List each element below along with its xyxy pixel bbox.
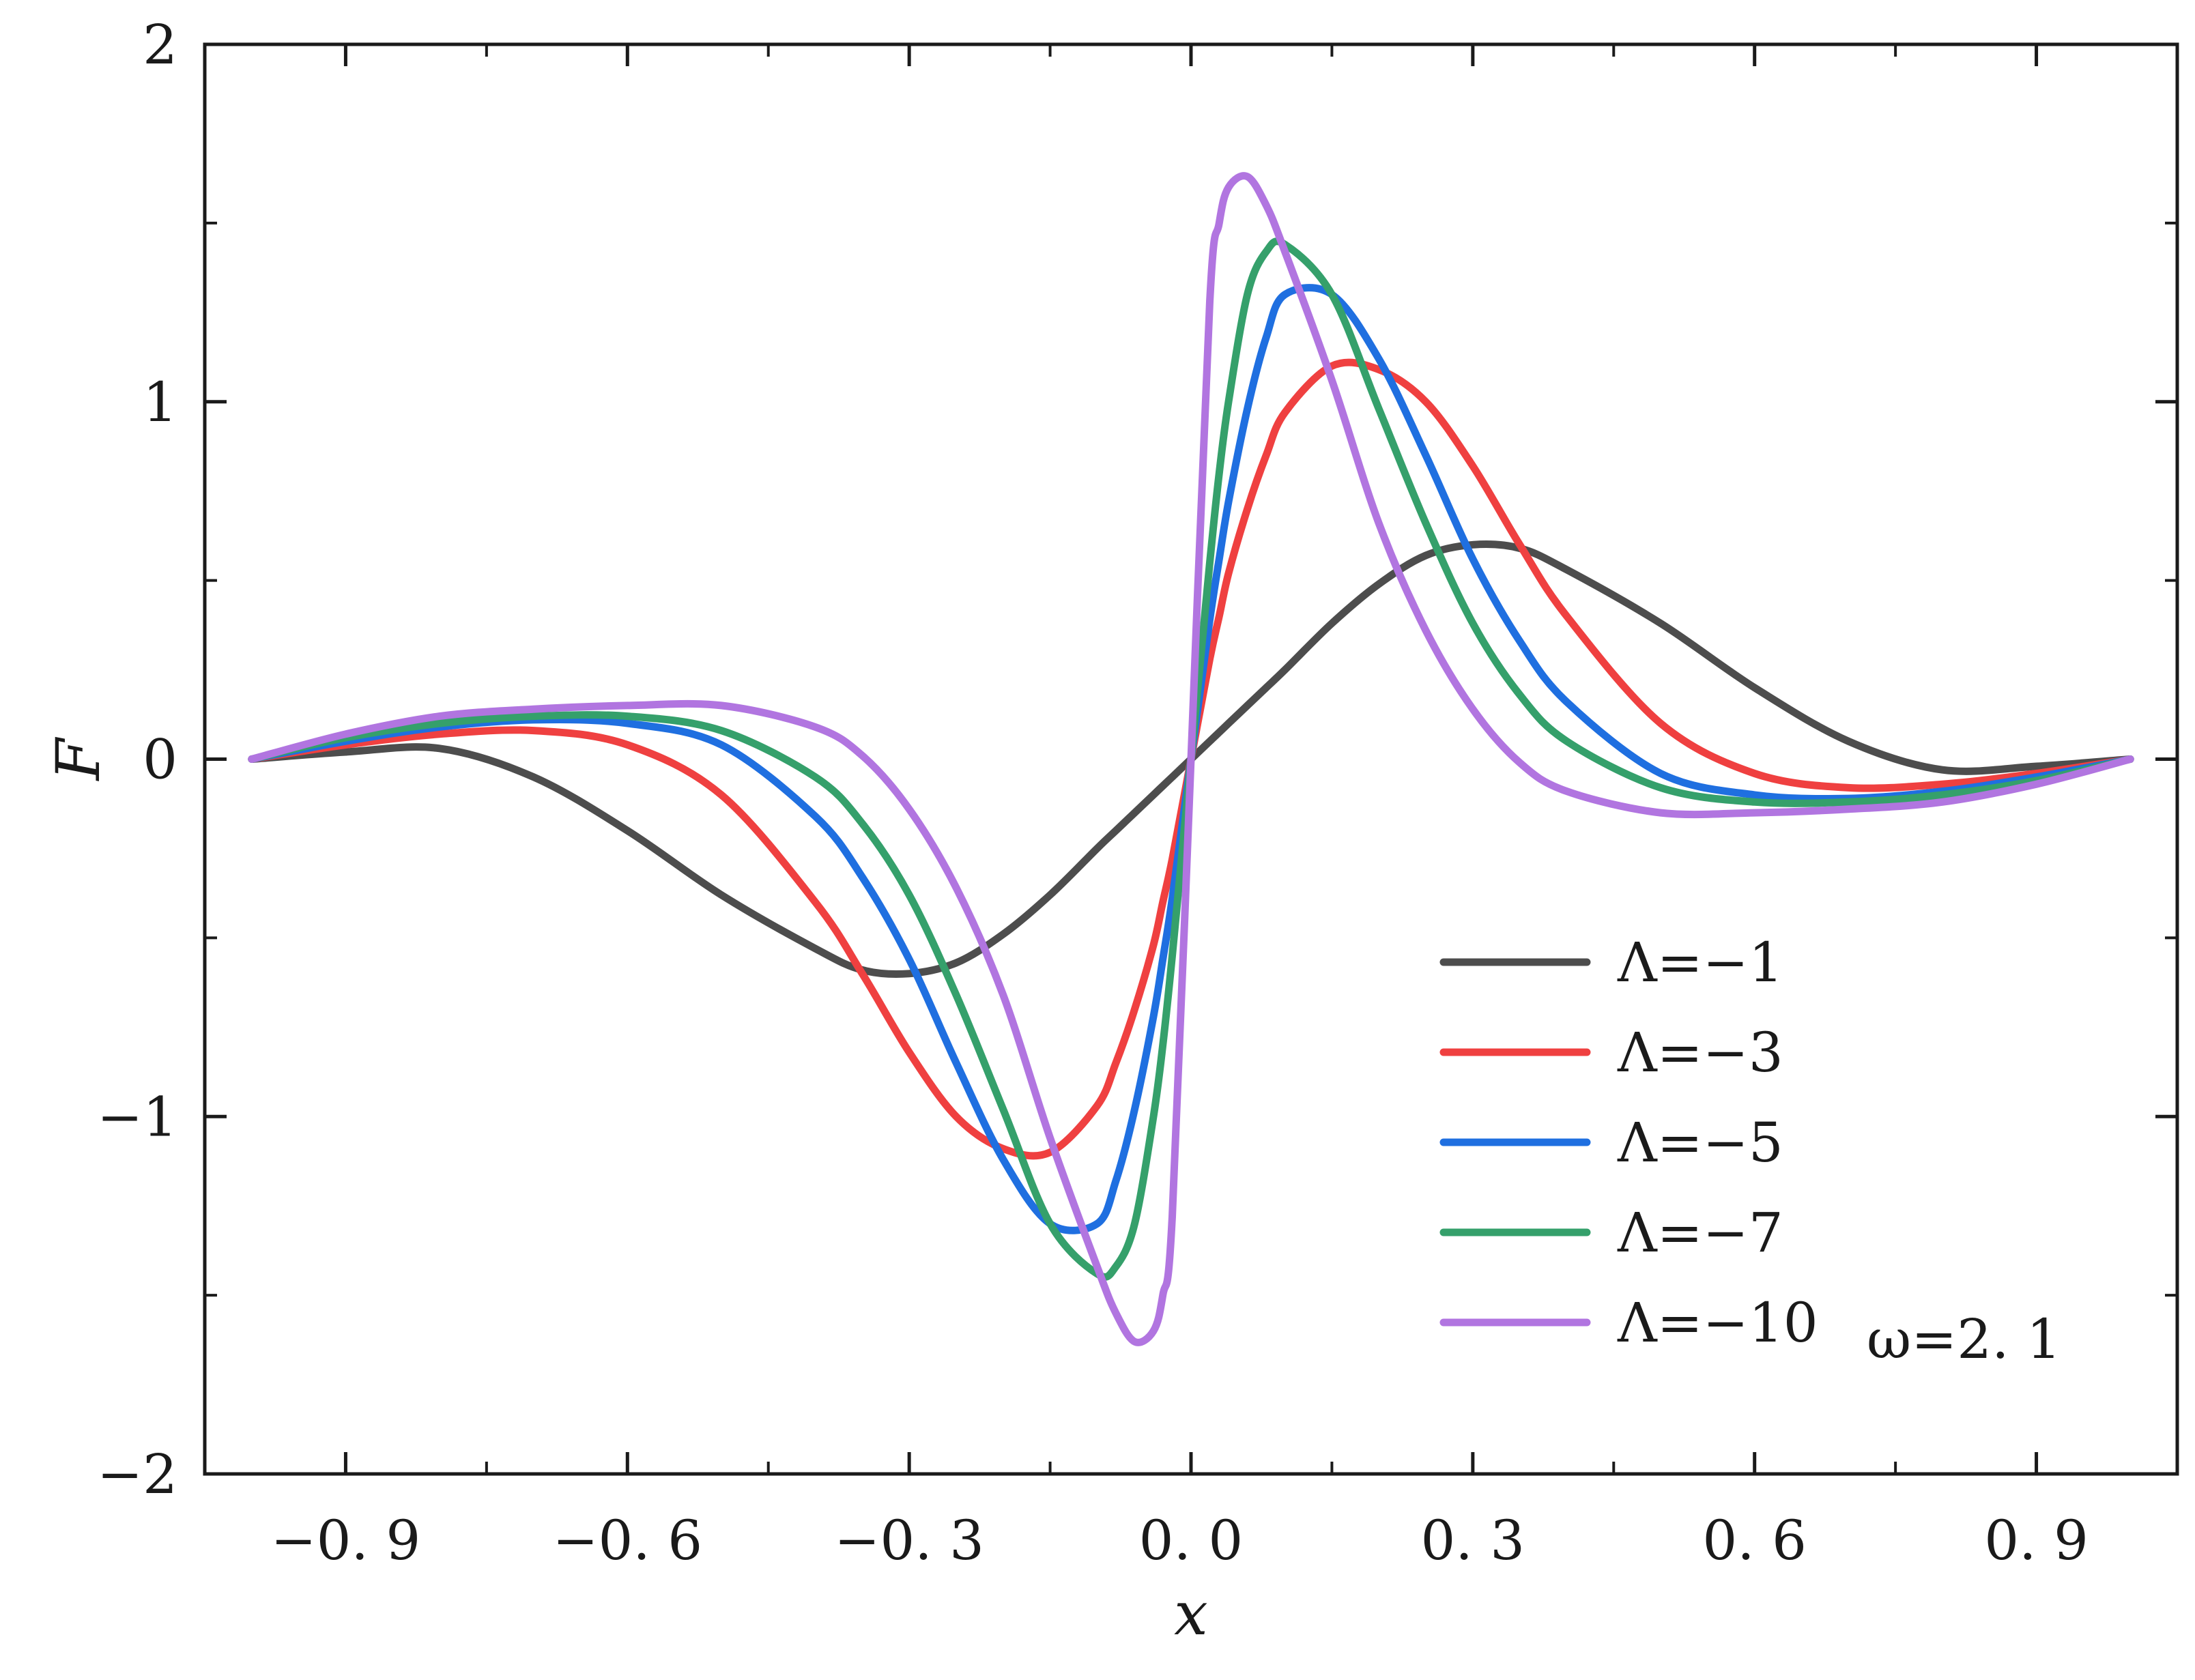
legend-label: Λ=−7 xyxy=(1617,1201,1783,1264)
series-layer xyxy=(248,172,2134,1346)
legend-label: Λ=−10 xyxy=(1617,1291,1818,1355)
x-axis-title: x xyxy=(1174,1578,1208,1649)
x-tick-label: −0. 3 xyxy=(834,1509,984,1572)
legend-label: Λ=−3 xyxy=(1617,1021,1783,1084)
y-tick-label: −1 xyxy=(97,1085,177,1148)
y-tick-label: 0 xyxy=(143,728,177,792)
x-tick-label: −0. 6 xyxy=(552,1509,702,1572)
x-tick-label: 0. 0 xyxy=(1139,1509,1244,1572)
x-tick-label: −0. 9 xyxy=(271,1509,421,1572)
y-tick-label: 1 xyxy=(143,371,177,434)
legend-label: Λ=−1 xyxy=(1617,931,1783,994)
series-line-5 xyxy=(248,172,2134,1346)
x-tick-label: 0. 9 xyxy=(1984,1509,2089,1572)
legend: Λ=−1 Λ=−3 Λ=−5 Λ=−7 Λ=−10 xyxy=(1439,931,1818,1355)
y-axis-title: F xyxy=(43,737,113,782)
annotation: ω=2. 1 xyxy=(1867,1307,2061,1371)
legend-label: Λ=−5 xyxy=(1617,1111,1783,1174)
y-tick-label: 2 xyxy=(143,13,177,76)
y-tick-label: −2 xyxy=(97,1443,177,1506)
x-tick-label: 0. 3 xyxy=(1421,1509,1525,1572)
x-tick-label: 0. 6 xyxy=(1702,1509,1807,1572)
axis-ticks: −0. 9 −0. 6 −0. 3 0. 0 0. 3 0. 6 0. 9 −2 −1 0 1 2 xyxy=(97,13,2177,1572)
